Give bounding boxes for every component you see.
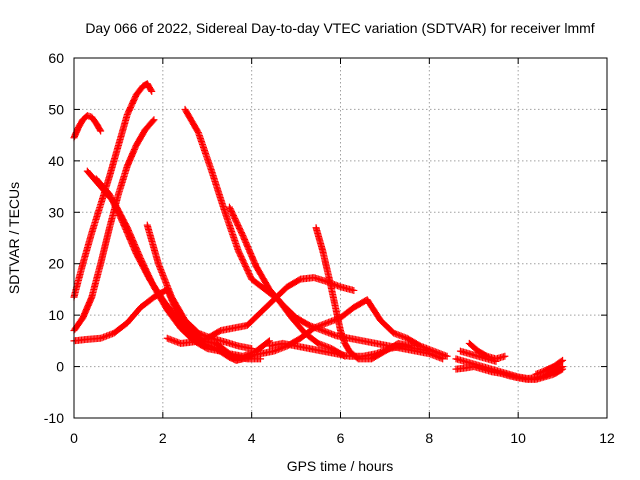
series-arc-q <box>465 339 509 363</box>
y-tick-label: -10 <box>44 410 64 426</box>
y-tick-label: 40 <box>48 153 64 169</box>
x-tick-label: 0 <box>70 430 78 446</box>
y-tick-label: 50 <box>48 101 64 117</box>
x-tick-label: 8 <box>425 430 433 446</box>
series-marker-path <box>312 224 416 363</box>
x-axis-label: GPS time / hours <box>287 458 394 474</box>
y-tick-label: 20 <box>48 256 64 272</box>
y-axis-label: SDTVAR / TECUs <box>6 182 22 294</box>
series-arc-f <box>92 175 256 364</box>
y-tick-label: 30 <box>48 204 64 220</box>
x-tick-label: 10 <box>510 430 526 446</box>
series-marker-path <box>452 363 567 383</box>
series-marker-path <box>181 105 349 360</box>
series-arc-i <box>181 105 349 360</box>
x-tick-label: 6 <box>337 430 345 446</box>
y-tick-label: 60 <box>48 50 64 66</box>
series-marker-path <box>70 112 105 142</box>
y-tick-label: 10 <box>48 307 64 323</box>
y-tick-label: 0 <box>56 359 64 375</box>
x-tick-label: 2 <box>159 430 167 446</box>
series-arc-m <box>312 224 416 363</box>
x-tick-label: 12 <box>599 430 615 446</box>
chart-title: Day 066 of 2022, Sidereal Day-to-day VTE… <box>85 20 594 36</box>
grid-lines <box>74 58 607 418</box>
axis-ticks <box>73 57 608 419</box>
y-tick-labels: -10 0 10 20 30 40 50 60 <box>44 50 64 426</box>
series-arc-a <box>70 112 105 142</box>
series-marker-path <box>143 221 256 353</box>
series-arc-g <box>143 221 256 353</box>
series-marker-path <box>465 339 509 363</box>
x-tick-label: 4 <box>248 430 256 446</box>
series-marker-path <box>532 356 567 378</box>
series-arc-o <box>452 363 567 383</box>
series-marker-path <box>92 175 256 364</box>
data-points <box>70 80 567 383</box>
x-tick-labels: 0 2 4 6 8 10 12 <box>70 430 615 446</box>
series-arc-r <box>532 356 567 378</box>
